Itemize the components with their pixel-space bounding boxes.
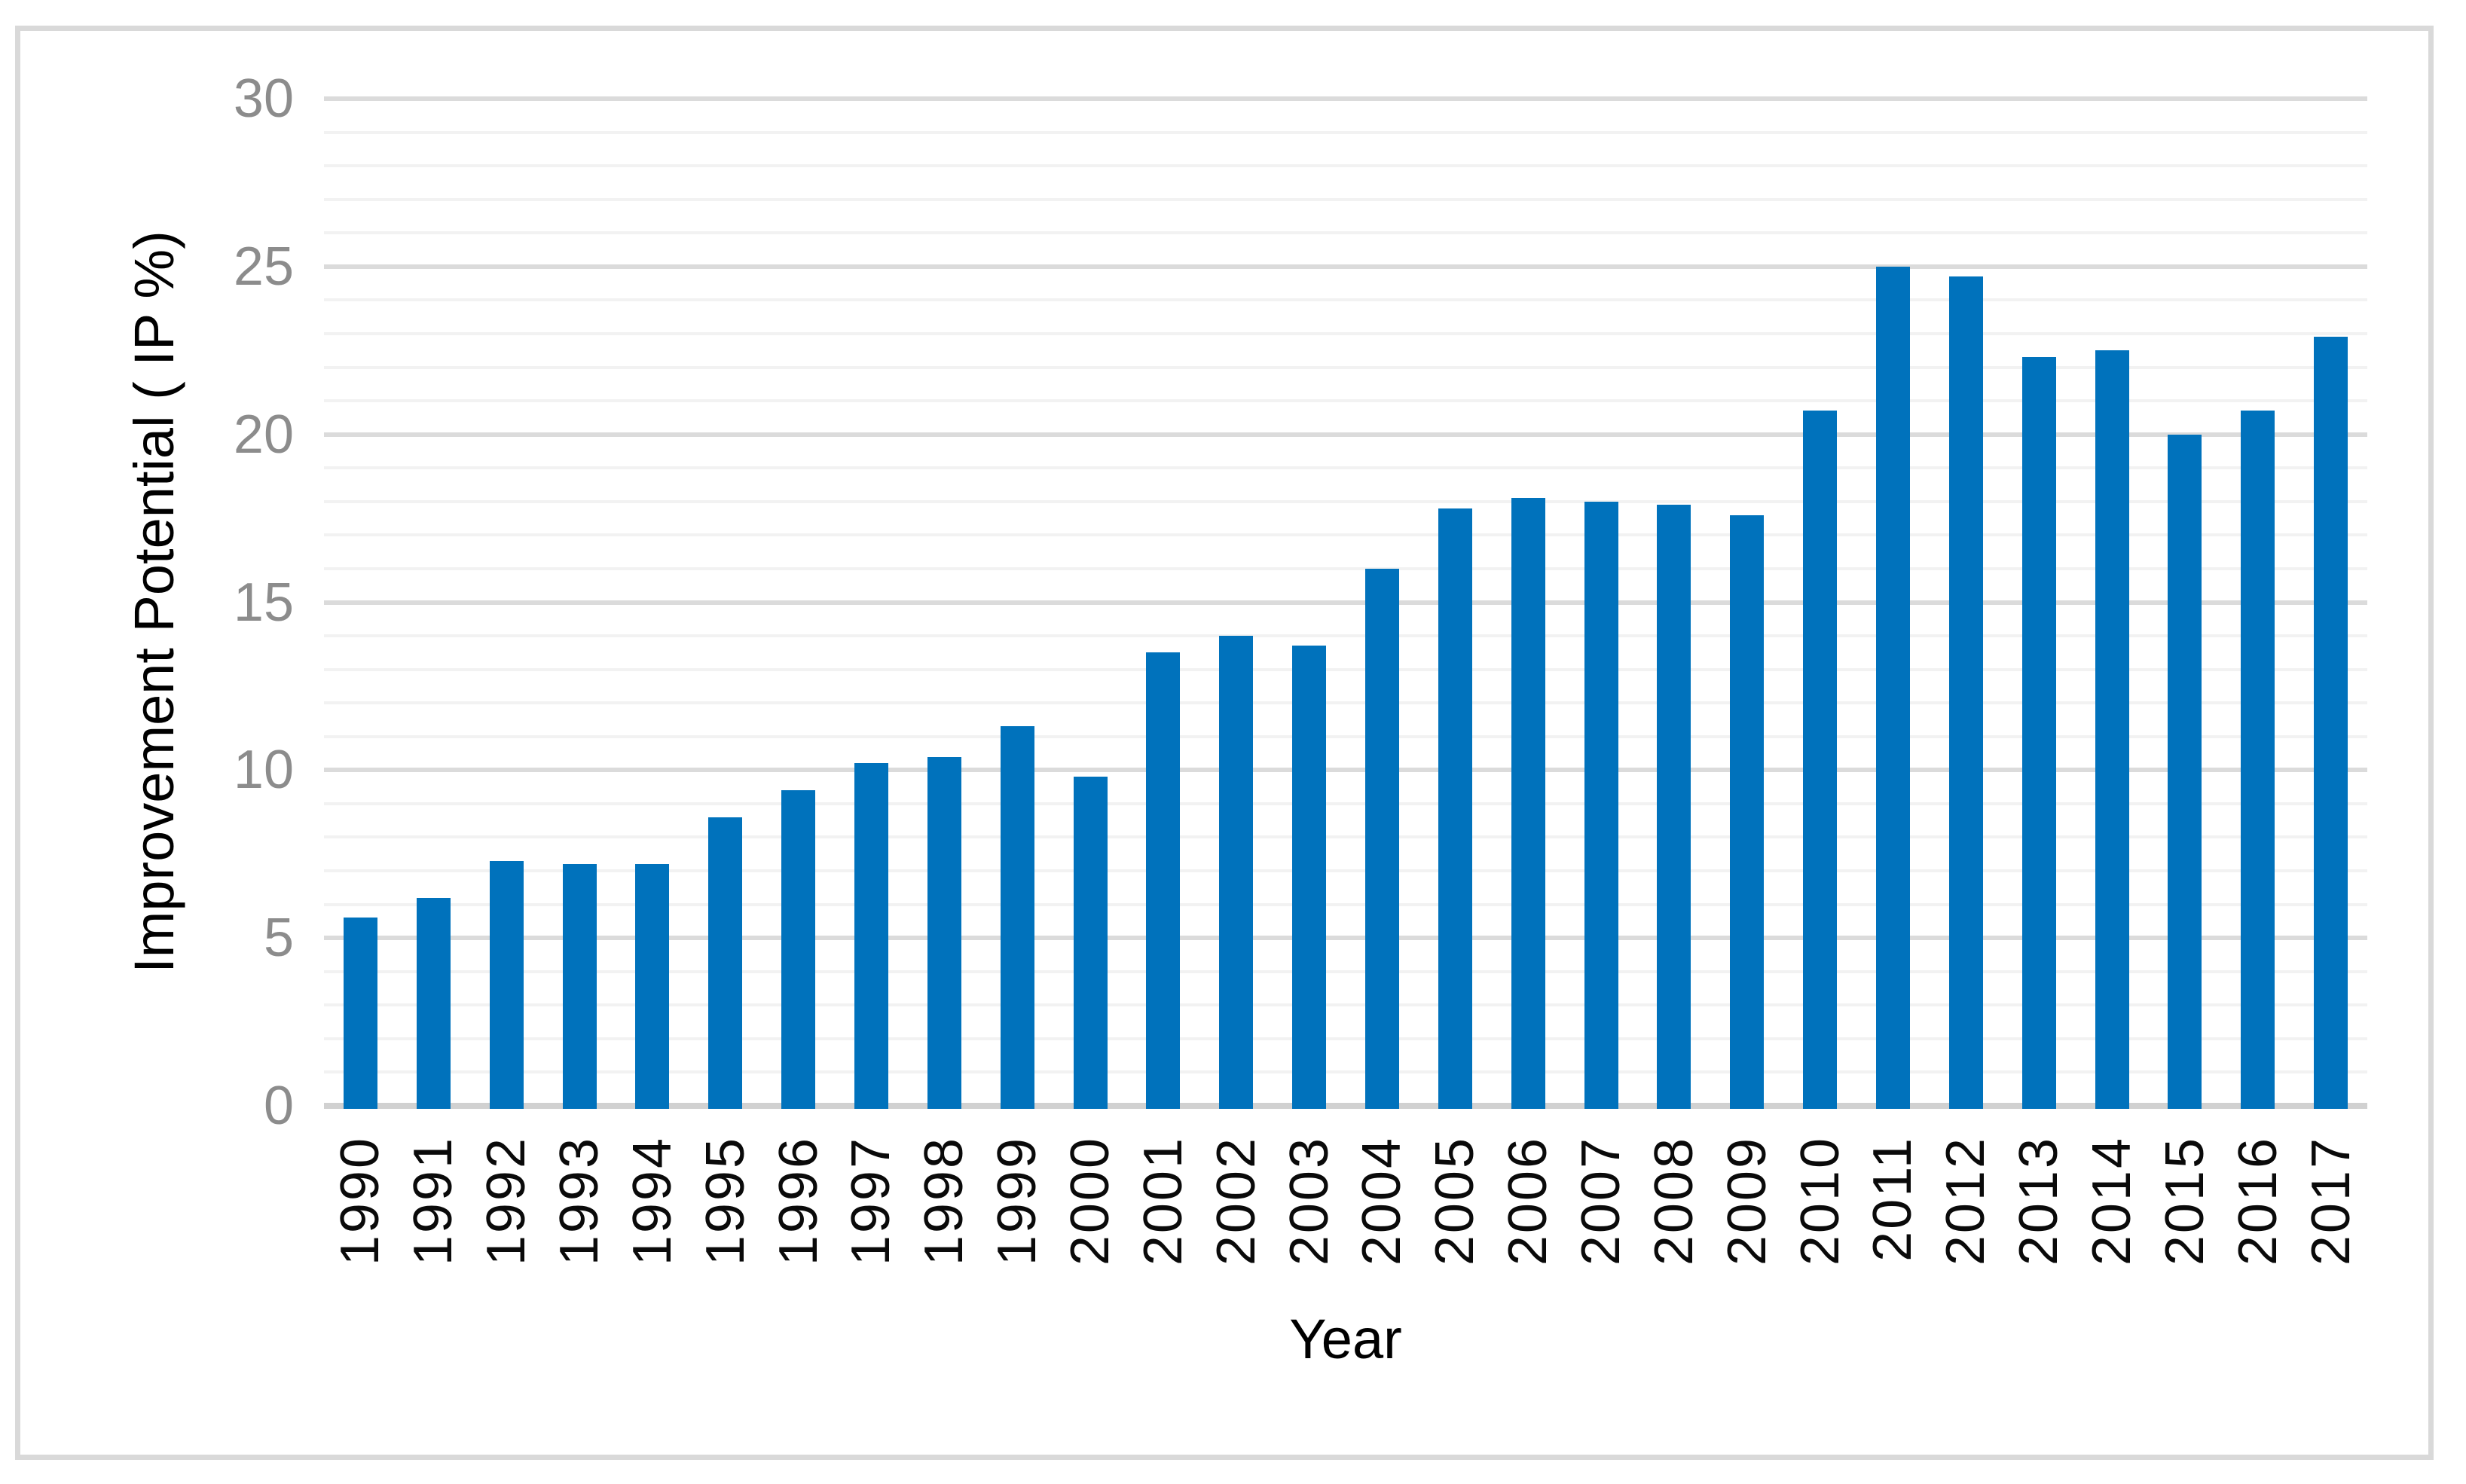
x-tick-label-2001: 2001	[1132, 1136, 1193, 1266]
bar-1990	[343, 918, 377, 1109]
x-tick-label-2003: 2003	[1279, 1136, 1340, 1266]
minor-gridline	[324, 902, 2367, 906]
x-tick-label-2016: 2016	[2227, 1136, 2288, 1266]
minor-gridline	[324, 197, 2367, 201]
x-tick-label-2007: 2007	[1571, 1136, 1631, 1266]
bar-1994	[635, 864, 670, 1109]
x-tick-label-2008: 2008	[1643, 1136, 1704, 1266]
bar-1996	[781, 790, 816, 1109]
x-tick-label-2002: 2002	[1205, 1136, 1267, 1266]
major-gridline	[324, 768, 2367, 773]
bar-2012	[1948, 276, 1983, 1109]
bar-2010	[1803, 411, 1838, 1109]
bar-2014	[2095, 350, 2129, 1109]
y-tick-label: 5	[263, 908, 294, 969]
bar-2002	[1219, 636, 1254, 1109]
minor-gridline	[324, 802, 2367, 805]
minor-gridline	[324, 634, 2367, 638]
bar-1998	[927, 756, 961, 1109]
y-axis-title: Improvement Potential ( IP %)	[123, 231, 185, 973]
minor-gridline	[324, 1037, 2367, 1040]
x-tick-label-1997: 1997	[841, 1136, 902, 1266]
x-tick-label-2006: 2006	[1498, 1136, 1559, 1266]
minor-gridline	[324, 734, 2367, 738]
bar-2017	[2314, 337, 2348, 1109]
x-tick-label-1993: 1993	[549, 1136, 610, 1266]
bar-2003	[1292, 646, 1327, 1109]
x-tick-label-2014: 2014	[2082, 1136, 2142, 1266]
minor-gridline	[324, 835, 2367, 839]
y-tick-label: 30	[233, 69, 294, 129]
minor-gridline	[324, 869, 2367, 873]
bar-2000	[1073, 777, 1108, 1109]
x-tick-label-2012: 2012	[1936, 1136, 1997, 1266]
minor-gridline	[324, 566, 2367, 570]
y-tick-label: 10	[233, 740, 294, 801]
x-tick-label-1999: 1999	[987, 1136, 1048, 1266]
x-tick-label-2013: 2013	[2009, 1136, 2070, 1266]
bar-1999	[1000, 726, 1034, 1109]
bar-1995	[708, 817, 743, 1109]
minor-gridline	[324, 231, 2367, 235]
x-tick-label-1996: 1996	[768, 1136, 829, 1266]
y-tick-label: 20	[233, 404, 294, 465]
major-gridline	[324, 264, 2367, 269]
x-tick-label-2010: 2010	[1789, 1136, 1850, 1266]
bar-2007	[1584, 501, 1618, 1109]
x-tick-label-1990: 1990	[330, 1136, 391, 1266]
minor-gridline	[324, 466, 2367, 470]
x-axis-line	[324, 1103, 2367, 1109]
x-tick-label-1992: 1992	[476, 1136, 537, 1266]
bar-2001	[1146, 652, 1181, 1109]
bar-2011	[1875, 266, 1910, 1109]
bar-2004	[1364, 568, 1399, 1109]
y-tick-label: 25	[233, 236, 294, 297]
x-axis-title: Year	[1289, 1308, 1402, 1370]
minor-gridline	[324, 701, 2367, 705]
x-tick-label-2005: 2005	[1425, 1136, 1486, 1266]
x-tick-label-2011: 2011	[1862, 1136, 1924, 1262]
bar-2006	[1511, 498, 1545, 1109]
x-tick-label-1991: 1991	[403, 1136, 464, 1266]
y-tick-label: 15	[233, 572, 294, 633]
minor-gridline	[324, 1003, 2367, 1007]
minor-gridline	[324, 130, 2367, 134]
x-tick-label-1995: 1995	[695, 1136, 756, 1266]
x-tick-label-2000: 2000	[1060, 1136, 1120, 1266]
bar-2008	[1657, 505, 1691, 1109]
minor-gridline	[324, 331, 2367, 335]
bar-2009	[1730, 515, 1765, 1109]
x-tick-label-2009: 2009	[1716, 1136, 1777, 1266]
minor-gridline	[324, 533, 2367, 537]
bar-1993	[562, 864, 597, 1109]
bar-1997	[854, 763, 888, 1109]
major-gridline	[324, 432, 2367, 437]
bar-1991	[416, 897, 451, 1109]
y-tick-label: 0	[263, 1076, 294, 1136]
minor-gridline	[324, 1070, 2367, 1074]
bar-1992	[489, 860, 524, 1109]
minor-gridline	[324, 667, 2367, 671]
minor-gridline	[324, 969, 2367, 973]
minor-gridline	[324, 399, 2367, 403]
major-gridline	[324, 936, 2367, 941]
minor-gridline	[324, 298, 2367, 302]
bar-2005	[1438, 508, 1472, 1109]
major-gridline	[324, 600, 2367, 605]
bar-2013	[2021, 357, 2056, 1109]
bar-2015	[2168, 434, 2202, 1109]
x-tick-label-2004: 2004	[1352, 1136, 1413, 1266]
x-tick-label-1998: 1998	[914, 1136, 975, 1266]
x-tick-label-2017: 2017	[2300, 1136, 2361, 1266]
minor-gridline	[324, 365, 2367, 369]
major-gridline	[324, 96, 2367, 101]
x-tick-label-2015: 2015	[2154, 1136, 2215, 1266]
bar-2016	[2241, 411, 2275, 1109]
x-tick-label-1994: 1994	[622, 1136, 683, 1266]
minor-gridline	[324, 164, 2367, 168]
minor-gridline	[324, 499, 2367, 503]
